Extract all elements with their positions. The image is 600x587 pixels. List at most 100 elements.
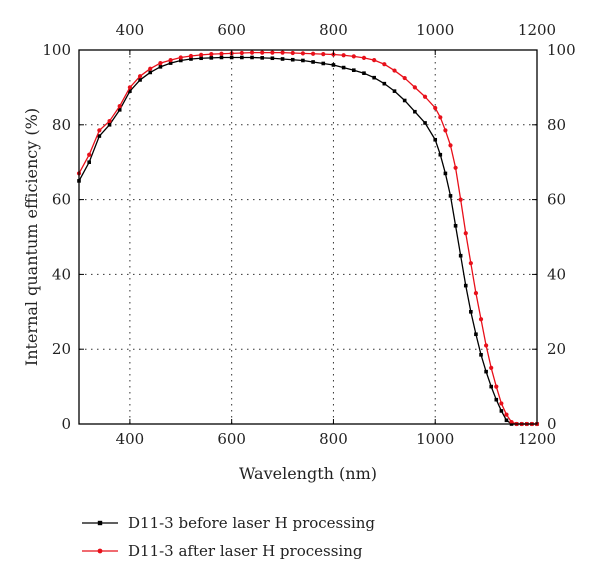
data-point-after	[158, 60, 163, 66]
data-point-before	[260, 56, 264, 60]
y-tick-label-80: 80	[52, 116, 71, 134]
legend-marker-before	[97, 520, 103, 526]
data-point-after	[188, 53, 194, 59]
data-point-after	[199, 52, 204, 57]
data-point-before	[474, 332, 478, 337]
series-line-before	[78, 56, 537, 425]
right-y-tick-label-0: 0	[547, 415, 557, 433]
data-point-before	[352, 68, 356, 72]
legend-label-after: D11-3 after laser H processing	[128, 542, 363, 560]
data-point-after	[509, 420, 514, 425]
data-point-after	[270, 50, 275, 55]
y-tick-label-0: 0	[61, 415, 71, 433]
right-y-tick-label-40: 40	[547, 265, 566, 283]
data-point-after	[453, 165, 458, 170]
data-point-after	[499, 401, 504, 406]
data-point-before	[148, 70, 153, 75]
series-after	[76, 50, 540, 427]
top-x-tick-label-800: 800	[319, 21, 348, 39]
data-point-after	[178, 55, 183, 60]
data-point-after	[468, 261, 473, 266]
right-y-tick-label-60: 60	[547, 191, 566, 209]
plot-frame	[78, 49, 538, 425]
top-x-tick-label-1000: 1000	[416, 21, 454, 39]
data-point-before	[229, 55, 234, 60]
data-point-before	[158, 65, 163, 69]
x-tick-label-800: 800	[319, 430, 348, 448]
data-point-before	[290, 57, 295, 62]
data-point-before	[469, 310, 473, 314]
data-point-after	[168, 57, 173, 63]
x-axis-title: Wavelength (nm)	[239, 464, 377, 483]
data-point-after	[300, 51, 306, 56]
data-point-before	[423, 121, 427, 125]
data-point-before	[499, 409, 504, 413]
data-point-before	[341, 65, 346, 70]
data-point-before	[138, 78, 142, 82]
x-tick-label-1000: 1000	[416, 430, 454, 448]
data-point-after	[463, 231, 468, 236]
data-point-before	[107, 123, 112, 127]
data-point-before	[311, 60, 315, 64]
grid	[79, 50, 537, 424]
data-point-before	[280, 57, 285, 61]
data-point-after	[392, 68, 397, 73]
data-point-before	[128, 89, 132, 93]
data-point-before	[438, 152, 443, 157]
data-point-after	[402, 75, 407, 81]
top-x-tick-label-400: 400	[116, 21, 145, 39]
data-point-after	[448, 143, 453, 148]
data-point-after	[260, 50, 265, 55]
data-point-before	[484, 369, 488, 374]
data-point-before	[443, 171, 448, 176]
data-point-after	[209, 52, 214, 57]
data-point-after	[107, 118, 112, 124]
y-tick-label-60: 60	[52, 191, 71, 209]
data-point-before	[168, 61, 173, 65]
data-point-before	[489, 384, 493, 389]
y-tick-label-20: 20	[52, 340, 71, 358]
data-point-after	[372, 57, 377, 63]
data-point-after	[504, 412, 509, 417]
data-point-before	[219, 55, 224, 60]
series-line-after	[78, 51, 537, 425]
data-point-after	[219, 51, 224, 56]
data-point-before	[494, 397, 499, 402]
data-point-after	[443, 128, 448, 133]
data-point-before	[392, 89, 397, 93]
data-point-before	[97, 134, 102, 138]
data-point-after	[422, 94, 428, 99]
data-point-before	[199, 56, 203, 61]
data-point-after	[148, 66, 153, 71]
series-before	[77, 55, 539, 426]
data-point-after	[361, 55, 367, 60]
data-point-before	[402, 98, 407, 103]
data-point-before	[448, 194, 453, 198]
data-point-before	[479, 353, 483, 357]
data-point-before	[321, 61, 326, 66]
y-axis-title: Internal quantum efficiency (%)	[22, 108, 41, 366]
data-point-after	[458, 197, 463, 202]
data-point-after	[127, 85, 132, 90]
data-point-before	[463, 283, 468, 288]
y-tick-label-100: 100	[42, 41, 71, 59]
data-point-after	[478, 317, 484, 322]
legend-entry-before: D11-3 before laser H processing	[82, 514, 375, 532]
data-point-after	[494, 384, 499, 389]
data-point-before	[331, 63, 336, 67]
x-tick-label-600: 600	[217, 430, 246, 448]
data-point-before	[250, 55, 254, 60]
right-y-tick-label-20: 20	[547, 340, 566, 358]
data-point-after	[489, 365, 494, 370]
data-point-before	[209, 56, 214, 60]
legend-marker-after	[97, 548, 103, 554]
data-point-after	[382, 62, 387, 67]
x-tick-label-1200: 1200	[518, 430, 556, 448]
data-point-before	[362, 71, 366, 75]
data-point-before	[301, 58, 305, 63]
data-point-after	[249, 50, 255, 55]
data-point-after	[97, 128, 102, 133]
data-point-before	[382, 81, 387, 86]
legend-label-before: D11-3 before laser H processing	[128, 514, 375, 532]
